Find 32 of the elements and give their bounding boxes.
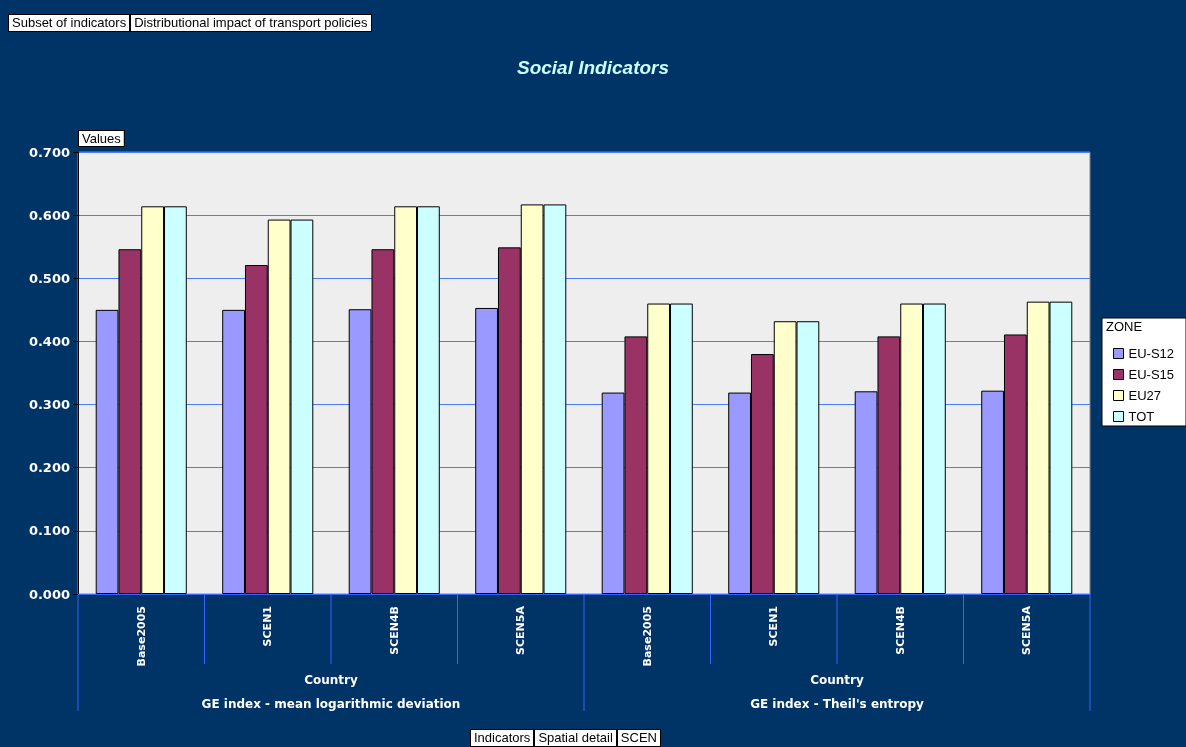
y-axis-title: Values <box>82 131 122 146</box>
y-tick-label: 0.000 <box>28 586 70 602</box>
x-tick-label: SCEN1 <box>767 606 781 647</box>
text: SCEN <box>616 729 661 747</box>
text: Indicators <box>470 729 535 747</box>
legend-label: EU-S12 <box>1128 346 1175 361</box>
y-tick-label: 0.600 <box>28 207 70 223</box>
text: GE index - Theil's entropy <box>750 697 925 711</box>
y-tick-label: 0.100 <box>28 523 70 539</box>
x-tick-label: SCEN5A <box>514 605 528 655</box>
x-tick-label: SCEN4B <box>893 606 907 655</box>
y-tick-label: 0.300 <box>28 397 70 413</box>
chart-title: Social Indicators <box>516 57 670 78</box>
legend-label: EU27 <box>1128 388 1162 403</box>
text: Distributional impact of transport policies <box>130 14 372 32</box>
x-tick-label: SCEN1 <box>261 606 275 647</box>
y-tick-label: 0.700 <box>28 144 70 160</box>
legend-label: TOT <box>1128 409 1155 424</box>
legend-title: ZONE <box>1106 319 1143 334</box>
text: Spatial detail <box>534 729 617 747</box>
y-tick-label: 0.400 <box>28 333 70 349</box>
text: GE index - mean logarithmic deviation <box>201 697 461 711</box>
text: Subset of indicators <box>8 14 131 32</box>
x-tick-label: SCEN4B <box>387 606 401 655</box>
x-tick-label: Base2005 <box>134 606 148 667</box>
y-tick-label: 0.500 <box>28 270 70 286</box>
legend-label: EU-S15 <box>1128 367 1175 382</box>
x-tick-label: SCEN5A <box>1020 605 1034 655</box>
text: Country <box>304 673 358 687</box>
y-tick-label: 0.200 <box>28 460 70 476</box>
text: Country <box>810 673 864 687</box>
x-tick-label: Base2005 <box>640 606 654 667</box>
